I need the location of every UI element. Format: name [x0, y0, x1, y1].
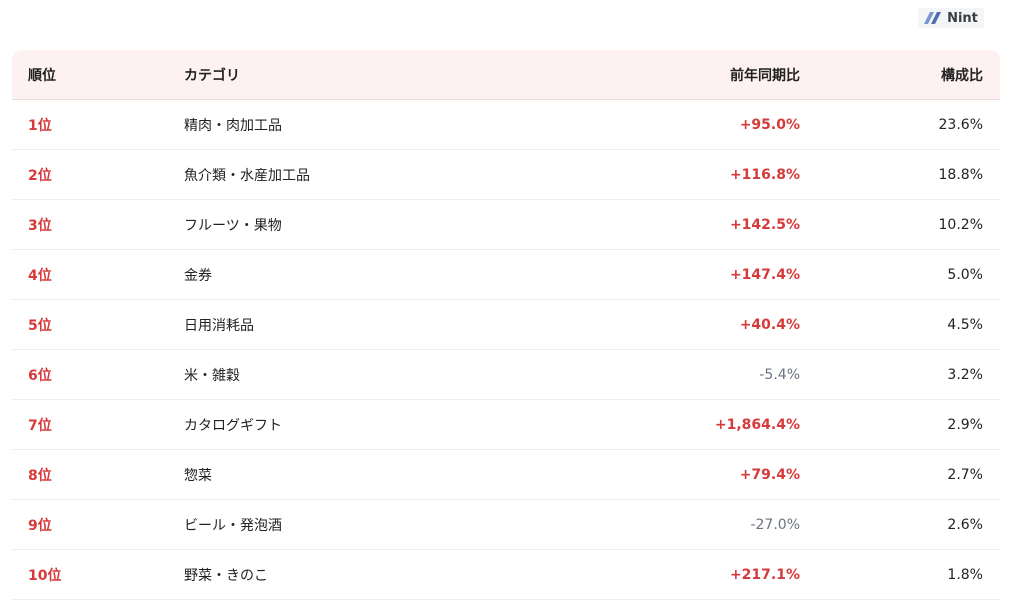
- category-cell: ビール・発泡酒: [184, 517, 282, 534]
- rank-cell: 8位: [28, 467, 52, 484]
- header-share: 構成比: [941, 67, 983, 84]
- table-row: 2位 魚介類・水産加工品 +116.8% 18.8%: [12, 150, 1000, 200]
- category-cell: カタログギフト: [184, 417, 282, 434]
- share-cell: 23.6%: [938, 116, 983, 133]
- table-row: 5位 日用消耗品 +40.4% 4.5%: [12, 300, 1000, 350]
- rank-cell: 9位: [28, 517, 52, 534]
- category-cell: 惣菜: [184, 467, 212, 484]
- table-row: 8位 惣菜 +79.4% 2.7%: [12, 450, 1000, 500]
- category-cell: 精肉・肉加工品: [184, 117, 282, 134]
- share-cell: 2.6%: [947, 516, 983, 533]
- rank-cell: 7位: [28, 417, 52, 434]
- category-cell: 魚介類・水産加工品: [184, 167, 310, 184]
- share-cell: 2.7%: [947, 466, 983, 483]
- share-cell: 10.2%: [938, 216, 983, 233]
- rank-cell: 10位: [28, 567, 62, 584]
- yoy-cell: +217.1%: [729, 566, 800, 583]
- table-row: 6位 米・雑穀 -5.4% 3.2%: [12, 350, 1000, 400]
- category-cell: 野菜・きのこ: [184, 567, 268, 584]
- share-cell: 3.2%: [947, 366, 983, 383]
- rank-cell: 2位: [28, 167, 52, 184]
- share-cell: 4.5%: [947, 316, 983, 333]
- rank-cell: 1位: [28, 117, 52, 134]
- category-cell: 米・雑穀: [184, 367, 240, 384]
- yoy-cell: -5.4%: [759, 366, 800, 383]
- header-rank: 順位: [28, 67, 56, 84]
- yoy-cell: +40.4%: [739, 316, 800, 333]
- share-cell: 18.8%: [938, 166, 983, 183]
- table-row: 1位 精肉・肉加工品 +95.0% 23.6%: [12, 100, 1000, 150]
- rank-cell: 5位: [28, 317, 52, 334]
- category-cell: 日用消耗品: [184, 317, 254, 334]
- rank-cell: 6位: [28, 367, 52, 384]
- yoy-cell: +1,864.4%: [714, 416, 800, 433]
- table-header: 順位 カテゴリ 前年同期比 構成比: [12, 50, 1000, 100]
- share-cell: 2.9%: [947, 416, 983, 433]
- ranking-table: 順位 カテゴリ 前年同期比 構成比 1位 精肉・肉加工品 +95.0% 23.6…: [12, 50, 1000, 600]
- table-row: 10位 野菜・きのこ +217.1% 1.8%: [12, 550, 1000, 600]
- yoy-cell: +116.8%: [729, 166, 800, 183]
- category-cell: 金券: [184, 267, 212, 284]
- share-cell: 5.0%: [947, 266, 983, 283]
- category-cell: フルーツ・果物: [184, 217, 282, 234]
- nint-logo: Nint: [918, 8, 984, 28]
- table-row: 3位 フルーツ・果物 +142.5% 10.2%: [12, 200, 1000, 250]
- yoy-cell: +95.0%: [739, 116, 800, 133]
- yoy-cell: +147.4%: [729, 266, 800, 283]
- logo-text: Nint: [947, 10, 978, 26]
- yoy-cell: +142.5%: [729, 216, 800, 233]
- table-row: 9位 ビール・発泡酒 -27.0% 2.6%: [12, 500, 1000, 550]
- share-cell: 1.8%: [947, 566, 983, 583]
- table-row: 4位 金券 +147.4% 5.0%: [12, 250, 1000, 300]
- header-category: カテゴリ: [184, 67, 240, 84]
- nint-logo-mark-icon: [924, 12, 942, 24]
- yoy-cell: +79.4%: [739, 466, 800, 483]
- header-yoy: 前年同期比: [730, 67, 800, 84]
- rank-cell: 3位: [28, 217, 52, 234]
- table-row: 7位 カタログギフト +1,864.4% 2.9%: [12, 400, 1000, 450]
- rank-cell: 4位: [28, 267, 52, 284]
- yoy-cell: -27.0%: [750, 516, 800, 533]
